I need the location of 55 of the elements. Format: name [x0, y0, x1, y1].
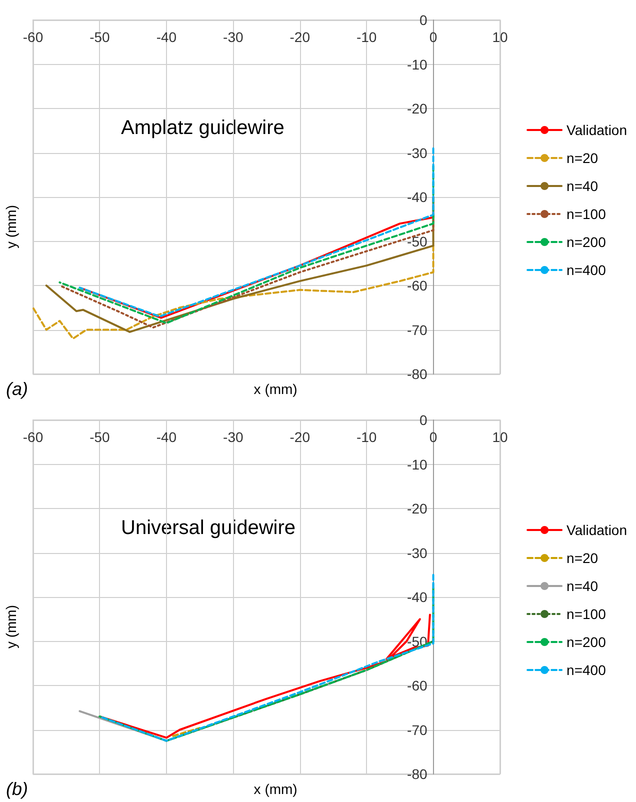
y-tick-label: -20	[407, 100, 428, 116]
y-tick-label: -70	[407, 722, 428, 738]
y-tick-label: -60	[407, 678, 428, 694]
x-tick-label: 10	[492, 429, 508, 445]
legend-label: n=100	[566, 606, 606, 622]
y-axis-title: y (mm)	[3, 604, 19, 649]
x-tick-label: 10	[492, 29, 508, 45]
legend-label: n=100	[566, 206, 606, 222]
legend-label: n=400	[566, 262, 606, 278]
y-tick-label: 0	[419, 412, 428, 428]
y-tick-label: -40	[407, 189, 428, 205]
x-axis-title: x (mm)	[254, 781, 298, 797]
x-tick-label: -10	[356, 29, 377, 45]
x-tick-label: -40	[156, 29, 177, 45]
line-series	[78, 147, 434, 318]
text: (a)	[6, 379, 28, 399]
x-tick-label: -50	[90, 29, 110, 45]
text: Amplatz guidewire	[121, 117, 284, 139]
y-tick-label: -10	[407, 56, 428, 72]
y-tick-label: -80	[407, 766, 428, 782]
line-series	[98, 614, 431, 739]
y-tick-label: -70	[407, 322, 428, 338]
x-tick-label: -40	[156, 429, 177, 445]
legend-label: n=20	[566, 550, 598, 566]
text: Universal guidewire	[121, 517, 296, 539]
x-tick-label: -50	[90, 429, 110, 445]
x-axis-title: x (mm)	[254, 381, 298, 397]
legend-label: Validation	[566, 122, 628, 138]
y-tick-label: -10	[407, 456, 428, 472]
legend-label: Validation	[566, 522, 628, 538]
legend-label: n=40	[566, 178, 598, 194]
x-tick-label: -20	[290, 429, 310, 445]
x-tick-label: -30	[223, 29, 244, 45]
x-tick-label: -60	[22, 429, 44, 445]
x-tick-label: -60	[22, 29, 44, 45]
x-tick-label: -10	[356, 429, 377, 445]
y-tick-label: -40	[407, 589, 428, 605]
legend-label: n=20	[566, 150, 598, 166]
y-tick-label: 0	[419, 12, 428, 28]
y-axis-title: y (mm)	[3, 204, 19, 249]
x-tick-label: -30	[223, 429, 244, 445]
legend-label: n=200	[566, 634, 606, 650]
legend-label: n=200	[566, 234, 606, 250]
legend-label: n=40	[566, 578, 598, 594]
y-tick-label: -30	[407, 544, 428, 561]
y-tick-label: -30	[407, 144, 428, 161]
x-tick-label: -20	[290, 29, 310, 45]
y-tick-label: -50	[407, 233, 428, 250]
y-tick-label: -60	[407, 278, 428, 294]
y-tick-label: -20	[407, 500, 428, 516]
text: (b)	[6, 779, 28, 799]
x-tick-label: 0	[429, 429, 438, 445]
x-tick-label: 0	[429, 29, 438, 45]
y-tick-label: -80	[407, 366, 428, 382]
legend-label: n=400	[566, 662, 606, 678]
